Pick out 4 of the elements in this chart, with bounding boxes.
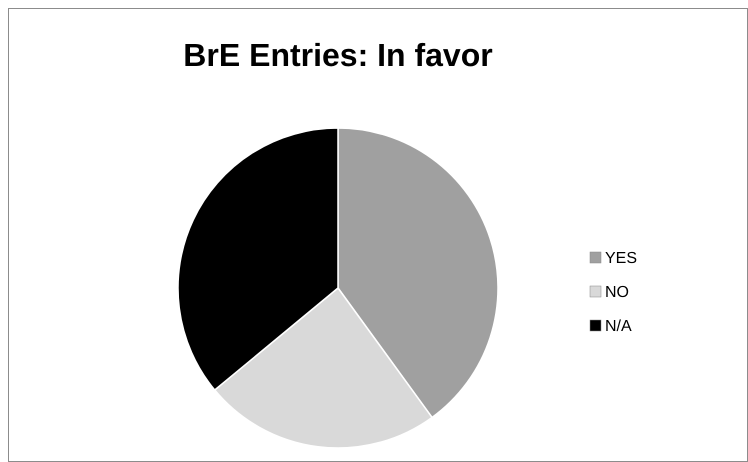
legend-label: N/A bbox=[605, 318, 632, 335]
chart-title: BrE Entries: In favor bbox=[183, 37, 493, 73]
legend-label: NO bbox=[605, 284, 629, 301]
legend-label: YES bbox=[605, 250, 638, 267]
